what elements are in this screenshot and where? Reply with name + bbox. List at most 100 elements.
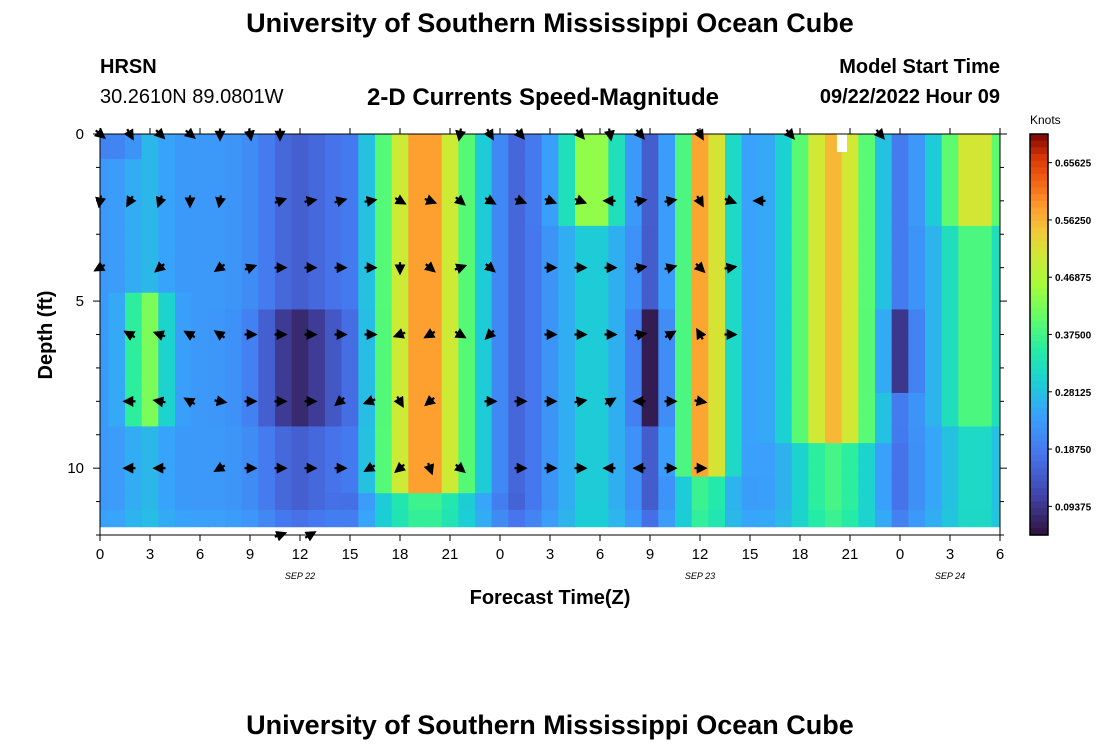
heatmap-cell bbox=[141, 276, 159, 294]
heatmap-cell bbox=[558, 259, 576, 277]
heatmap-cell bbox=[408, 376, 426, 394]
colorbar-segment bbox=[1030, 160, 1048, 169]
heatmap-cell bbox=[675, 209, 693, 227]
heatmap-cell bbox=[725, 175, 743, 194]
heatmap-cell bbox=[541, 159, 559, 177]
heatmap-cell bbox=[758, 259, 776, 277]
current-arrow bbox=[424, 394, 437, 407]
heatmap-cell bbox=[241, 409, 259, 427]
x-tick-label: 6 bbox=[996, 546, 1004, 563]
heatmap-cell bbox=[941, 209, 959, 227]
colorbar-segment bbox=[1030, 200, 1048, 209]
heatmap-cell bbox=[225, 476, 243, 494]
heatmap-cell bbox=[558, 392, 576, 411]
heatmap-cell bbox=[425, 209, 443, 227]
heatmap-cell bbox=[341, 359, 359, 377]
heatmap-cell bbox=[358, 159, 376, 177]
heatmap-cell bbox=[191, 443, 209, 461]
heatmap-cell bbox=[241, 159, 259, 177]
heatmap-cell bbox=[825, 392, 843, 411]
heatmap-cell bbox=[775, 493, 793, 511]
heatmap-cell bbox=[625, 376, 643, 394]
heatmap-cell bbox=[508, 142, 526, 160]
heatmap-cell bbox=[708, 225, 726, 244]
heatmap-cell bbox=[408, 359, 426, 377]
heatmap-cell bbox=[925, 259, 943, 277]
heatmap-cell bbox=[391, 159, 409, 177]
heatmap-cell bbox=[841, 426, 859, 444]
heatmap-cell bbox=[975, 259, 993, 277]
heatmap-cell bbox=[908, 276, 926, 294]
colorbar-segment bbox=[1030, 260, 1048, 269]
heatmap-cell bbox=[491, 142, 509, 160]
heatmap-cell bbox=[475, 142, 493, 160]
x-tick-label: 18 bbox=[792, 546, 809, 563]
heatmap-cell bbox=[141, 409, 159, 427]
heatmap-cell bbox=[825, 292, 843, 311]
heatmap-cell bbox=[258, 493, 276, 511]
heatmap-cell bbox=[775, 175, 793, 194]
heatmap-cell bbox=[441, 443, 459, 461]
heatmap-cell bbox=[941, 459, 959, 478]
second-page-title: University of Southern Mississippi Ocean… bbox=[246, 710, 854, 740]
heatmap-cell bbox=[525, 459, 543, 478]
heatmap-cell bbox=[291, 426, 309, 444]
heatmap-cell bbox=[358, 376, 376, 394]
heatmap-cell bbox=[308, 142, 326, 160]
station-coords: 30.2610N 89.0801W bbox=[100, 86, 284, 108]
heatmap-cell bbox=[491, 159, 509, 177]
heatmap-cell bbox=[125, 242, 143, 260]
heatmap-cell bbox=[858, 476, 876, 494]
heatmap-cell bbox=[625, 493, 643, 511]
heatmap-cell bbox=[541, 309, 559, 327]
heatmap-cell bbox=[225, 426, 243, 444]
heatmap-cell bbox=[258, 476, 276, 494]
current-arrow bbox=[634, 195, 648, 207]
heatmap-cell bbox=[691, 175, 709, 194]
heatmap-cell bbox=[441, 276, 459, 294]
heatmap-cell bbox=[358, 342, 376, 361]
heatmap-cell bbox=[558, 426, 576, 444]
heatmap-cell bbox=[591, 242, 609, 260]
heatmap-cell bbox=[225, 443, 243, 461]
heatmap-cell bbox=[975, 209, 993, 227]
current-arrow bbox=[693, 261, 706, 274]
heatmap-cell bbox=[441, 225, 459, 244]
heatmap-cell bbox=[908, 359, 926, 377]
heatmap-cell bbox=[125, 175, 143, 194]
heatmap-cell bbox=[941, 134, 959, 143]
heatmap-cell bbox=[825, 509, 843, 528]
heatmap-cell bbox=[875, 426, 893, 444]
heatmap-cell bbox=[808, 376, 826, 394]
heatmap-cell bbox=[841, 242, 859, 260]
heatmap-cell bbox=[391, 242, 409, 260]
heatmap-cell bbox=[458, 359, 476, 377]
heatmap-cell bbox=[825, 459, 843, 478]
heatmap-cell bbox=[508, 225, 526, 244]
heatmap-cell bbox=[575, 309, 593, 327]
heatmap-cell bbox=[641, 242, 659, 260]
heatmap-cell bbox=[741, 134, 759, 143]
heatmap-cell bbox=[408, 292, 426, 311]
heatmap-cell bbox=[591, 326, 609, 344]
heatmap-cell bbox=[808, 292, 826, 311]
heatmap-cell bbox=[208, 259, 226, 277]
heatmap-cell bbox=[575, 292, 593, 311]
current-arrow bbox=[393, 395, 404, 409]
heatmap-cell bbox=[891, 225, 909, 244]
heatmap-cell bbox=[291, 392, 309, 411]
heatmap-cell bbox=[125, 292, 143, 311]
heatmap-cell bbox=[758, 376, 776, 394]
heatmap-cell bbox=[425, 259, 443, 277]
heatmap-cell bbox=[191, 276, 209, 294]
heatmap-cell bbox=[791, 142, 809, 160]
heatmap-cell bbox=[825, 259, 843, 277]
heatmap-cell bbox=[225, 459, 243, 478]
heatmap-cell bbox=[858, 175, 876, 194]
heatmap-cell bbox=[225, 409, 243, 427]
colorbar-segment bbox=[1030, 528, 1048, 536]
heatmap-cell bbox=[558, 409, 576, 427]
heatmap-cell bbox=[641, 392, 659, 411]
heatmap-cell bbox=[641, 142, 659, 160]
heatmap-cell bbox=[175, 459, 193, 478]
